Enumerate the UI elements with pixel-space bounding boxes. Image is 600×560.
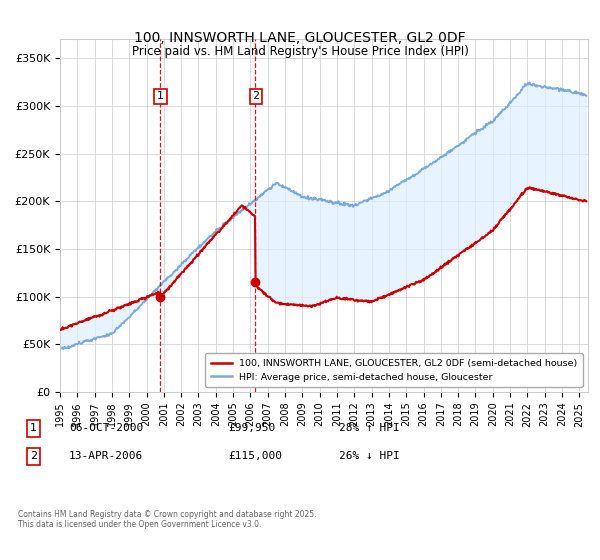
Text: 28% ↑ HPI: 28% ↑ HPI: [339, 423, 400, 433]
Text: 06-OCT-2000: 06-OCT-2000: [69, 423, 143, 433]
Text: 2: 2: [253, 91, 260, 101]
Text: 1: 1: [157, 91, 164, 101]
Text: 100, INNSWORTH LANE, GLOUCESTER, GL2 0DF: 100, INNSWORTH LANE, GLOUCESTER, GL2 0DF: [134, 31, 466, 45]
Text: Price paid vs. HM Land Registry's House Price Index (HPI): Price paid vs. HM Land Registry's House …: [131, 45, 469, 58]
Text: 1: 1: [30, 423, 37, 433]
Text: 2: 2: [30, 451, 37, 461]
Text: Contains HM Land Registry data © Crown copyright and database right 2025.
This d: Contains HM Land Registry data © Crown c…: [18, 510, 317, 529]
Text: £99,950: £99,950: [228, 423, 275, 433]
Text: 26% ↓ HPI: 26% ↓ HPI: [339, 451, 400, 461]
Text: £115,000: £115,000: [228, 451, 282, 461]
Legend: 100, INNSWORTH LANE, GLOUCESTER, GL2 0DF (semi-detached house), HPI: Average pri: 100, INNSWORTH LANE, GLOUCESTER, GL2 0DF…: [205, 353, 583, 388]
Text: 13-APR-2006: 13-APR-2006: [69, 451, 143, 461]
